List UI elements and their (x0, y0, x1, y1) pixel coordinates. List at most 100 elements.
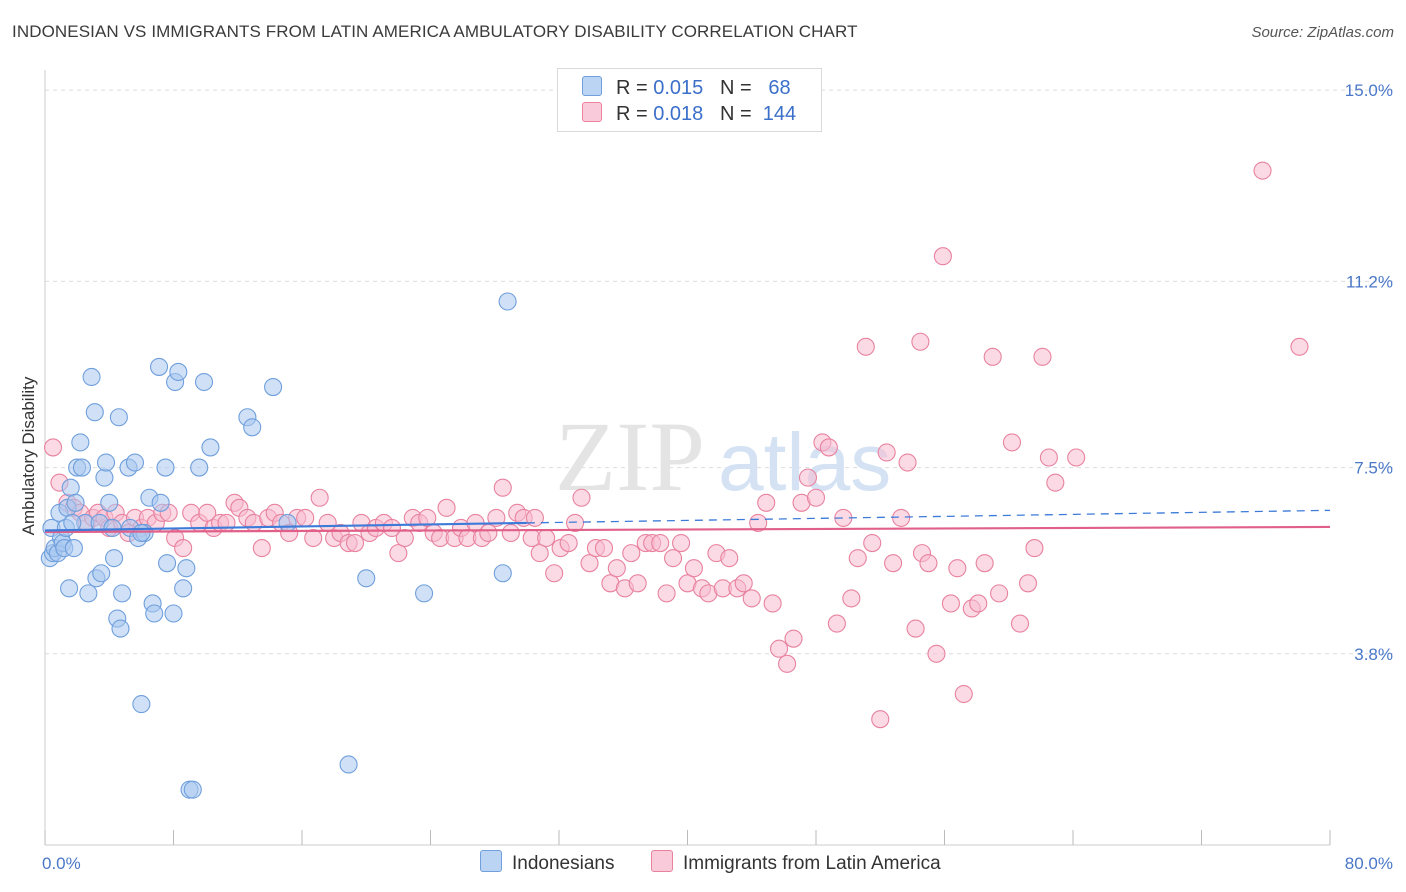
data-point (819, 438, 838, 457)
data-point (806, 488, 826, 507)
data-point (757, 493, 776, 512)
data-point (1002, 433, 1022, 452)
data-point (1290, 337, 1309, 356)
series-latin-america-points (43, 161, 1309, 729)
trend-lines (44, 509, 1331, 534)
data-point (190, 458, 209, 477)
legend-label-latin-america: Immigrants from Latin America (683, 853, 941, 874)
data-point (100, 493, 119, 512)
data-point (156, 458, 175, 477)
data-point (278, 513, 297, 532)
data-point (798, 468, 818, 487)
data-point (778, 654, 797, 673)
data-point (871, 710, 890, 729)
data-point (933, 247, 952, 266)
data-point (983, 347, 1002, 366)
data-point (884, 554, 903, 573)
data-point (734, 574, 753, 593)
data-point (1010, 614, 1030, 633)
legend-swatch-blue (582, 76, 602, 96)
data-point (501, 523, 520, 543)
data-point (201, 438, 220, 457)
data-point (395, 528, 414, 548)
y-tick-label: 7.5% (1354, 459, 1393, 478)
chart-source: Source: ZipAtlas.com (1251, 24, 1394, 41)
data-point (382, 518, 402, 538)
data-point (72, 458, 91, 477)
legend-item-indonesians: Indonesians (480, 850, 614, 875)
data-point (954, 684, 973, 704)
data-point (132, 695, 151, 714)
data-point (742, 589, 761, 608)
data-point (169, 362, 188, 381)
data-point (720, 549, 739, 568)
data-point (174, 539, 193, 558)
data-point (1018, 574, 1038, 593)
data-point (96, 453, 116, 472)
data-point (61, 478, 80, 497)
data-point (1025, 539, 1044, 558)
y-tick-label: 15.0% (1345, 81, 1393, 100)
series-legend: Indonesians Immigrants from Latin Americ… (0, 850, 1406, 878)
data-point (948, 559, 967, 578)
watermark: ZIP atlas (555, 401, 891, 512)
trend-line-indonesians (44, 521, 527, 532)
data-point (898, 453, 917, 472)
data-point (969, 594, 988, 613)
correlation-legend: R = 0.015 N = 68 R = 0.018 N = 144 (557, 68, 822, 132)
x-tick-labels: 0.0% 80.0% (42, 854, 1393, 873)
data-point (927, 644, 946, 663)
data-point (657, 584, 676, 603)
data-point (749, 513, 768, 532)
data-point (418, 508, 437, 527)
data-point (95, 468, 114, 487)
data-point (103, 518, 122, 538)
data-point (559, 534, 578, 553)
data-point (498, 292, 517, 311)
data-point (243, 418, 262, 437)
x-tick-label: 80.0% (1345, 854, 1393, 873)
data-point (763, 594, 782, 613)
legend-item-latin-america: Immigrants from Latin America (651, 850, 941, 875)
legend-r-value: 0.015 (653, 77, 704, 99)
data-point (892, 508, 911, 527)
data-point (622, 544, 641, 563)
data-point (198, 503, 217, 522)
data-point (537, 528, 556, 548)
data-point (357, 569, 376, 588)
data-point (64, 539, 83, 558)
data-point (487, 508, 506, 527)
data-point (304, 528, 323, 548)
y-tick-label: 11.2% (1346, 272, 1393, 291)
trend-line-indonesians-extrapolated (526, 509, 1331, 524)
data-point (71, 433, 90, 452)
x-tick-label: 0.0% (42, 854, 81, 873)
data-point (174, 579, 193, 598)
legend-r-label: R = (616, 103, 648, 125)
data-point (60, 579, 79, 598)
data-point (158, 554, 177, 573)
data-point (863, 534, 882, 553)
data-point (941, 594, 960, 613)
data-point (856, 337, 875, 356)
data-point (437, 498, 456, 517)
data-point (877, 443, 896, 462)
legend-swatch-pink (651, 850, 673, 872)
data-point (684, 559, 703, 578)
data-point (1067, 448, 1086, 467)
data-point (132, 523, 151, 543)
data-point (919, 554, 938, 573)
data-point (770, 639, 789, 658)
data-point (79, 584, 98, 603)
legend-label-indonesians: Indonesians (512, 853, 615, 874)
data-point (339, 755, 358, 774)
axes (44, 70, 1331, 846)
data-point (827, 614, 846, 633)
y-tick-label: 3.8% (1354, 645, 1393, 664)
data-point (151, 493, 170, 512)
data-point (911, 332, 930, 351)
data-point (310, 488, 329, 507)
data-point (842, 589, 861, 608)
data-point (125, 453, 144, 472)
data-point (1039, 448, 1058, 467)
